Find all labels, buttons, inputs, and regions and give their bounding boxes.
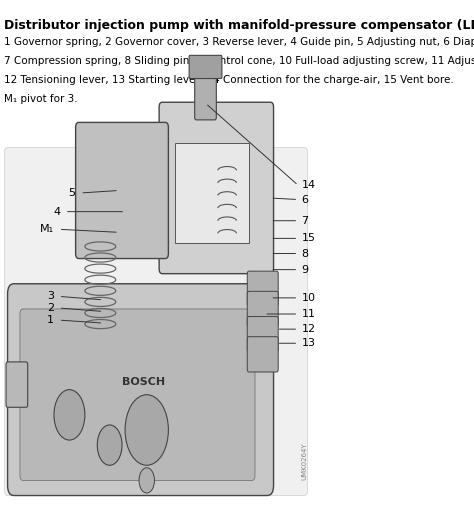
Text: 3: 3 xyxy=(47,292,54,301)
Text: 4: 4 xyxy=(53,207,60,216)
FancyBboxPatch shape xyxy=(8,284,273,495)
FancyBboxPatch shape xyxy=(247,316,278,352)
FancyBboxPatch shape xyxy=(6,362,27,407)
Text: 2: 2 xyxy=(47,303,54,313)
Text: 1 Governor spring, 2 Governor cover, 3 Reverse lever, 4 Guide pin, 5 Adjusting n: 1 Governor spring, 2 Governor cover, 3 R… xyxy=(4,37,474,47)
Text: 7 Compression spring, 8 Sliding pin, 9 Control cone, 10 Full-load adjusting scre: 7 Compression spring, 8 Sliding pin, 9 C… xyxy=(4,56,474,66)
FancyBboxPatch shape xyxy=(20,309,255,481)
Circle shape xyxy=(54,390,85,440)
Text: M₁: M₁ xyxy=(40,224,54,234)
Circle shape xyxy=(139,468,155,493)
Circle shape xyxy=(125,394,168,465)
FancyBboxPatch shape xyxy=(189,55,222,79)
Text: 14: 14 xyxy=(301,180,316,191)
FancyBboxPatch shape xyxy=(76,122,168,259)
Text: 9: 9 xyxy=(301,265,309,275)
FancyBboxPatch shape xyxy=(195,64,216,120)
Text: 1: 1 xyxy=(47,315,54,325)
FancyBboxPatch shape xyxy=(247,337,278,372)
FancyBboxPatch shape xyxy=(4,148,308,495)
Text: 7: 7 xyxy=(301,215,309,226)
Text: 11: 11 xyxy=(301,309,315,319)
Text: UMK0264Y: UMK0264Y xyxy=(301,443,308,481)
Circle shape xyxy=(97,425,122,465)
FancyBboxPatch shape xyxy=(159,102,273,274)
Text: 5: 5 xyxy=(69,188,76,198)
FancyBboxPatch shape xyxy=(174,142,249,243)
Text: 10: 10 xyxy=(301,293,315,303)
Text: M₁ pivot for 3.: M₁ pivot for 3. xyxy=(4,94,78,104)
Text: BOSCH: BOSCH xyxy=(122,377,165,387)
Text: 12 Tensioning lever, 13 Starting lever, 14 Connection for the charge-air, 15 Ven: 12 Tensioning lever, 13 Starting lever, … xyxy=(4,75,454,85)
Text: Distributor injection pump with manifold-pressure compensator (LDA): Distributor injection pump with manifold… xyxy=(4,19,474,32)
FancyBboxPatch shape xyxy=(247,292,278,327)
Text: 6: 6 xyxy=(301,195,309,204)
FancyBboxPatch shape xyxy=(247,271,278,306)
Text: 8: 8 xyxy=(301,248,309,259)
Text: 12: 12 xyxy=(301,324,316,334)
Text: 15: 15 xyxy=(301,233,315,243)
Text: 13: 13 xyxy=(301,338,315,348)
